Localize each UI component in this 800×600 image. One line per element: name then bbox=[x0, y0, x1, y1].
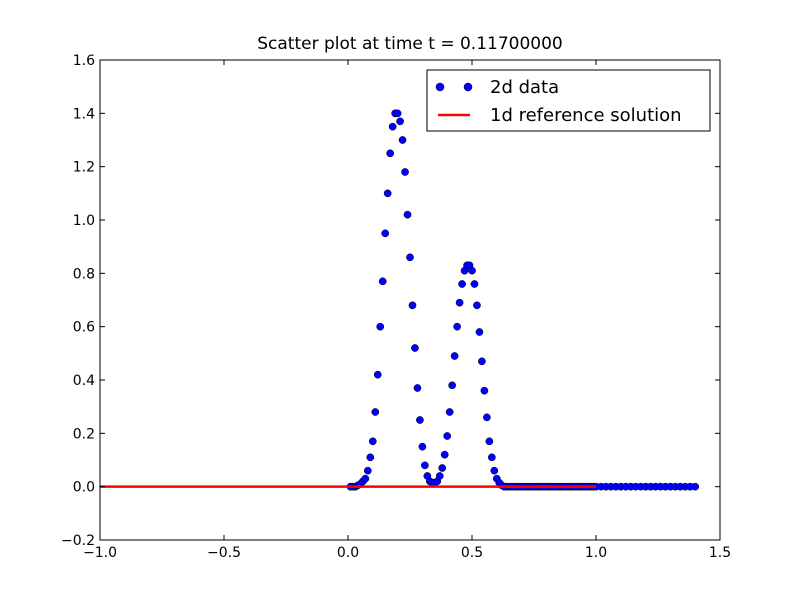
data-point bbox=[401, 168, 409, 176]
y-tick-label: 0.6 bbox=[73, 320, 95, 336]
data-point bbox=[443, 432, 452, 440]
data-point bbox=[480, 386, 489, 395]
axes-background bbox=[100, 60, 720, 540]
data-point bbox=[416, 416, 424, 424]
data-point bbox=[691, 482, 700, 491]
legend-label-2d-data: 2d data bbox=[490, 77, 559, 98]
data-point bbox=[386, 149, 395, 158]
y-tick-label: 1.2 bbox=[73, 160, 95, 176]
data-point bbox=[453, 322, 461, 331]
y-tick-label: 1.6 bbox=[73, 53, 95, 69]
data-point bbox=[483, 413, 491, 422]
data-point bbox=[458, 280, 466, 288]
data-point bbox=[381, 229, 390, 238]
data-point bbox=[485, 437, 494, 446]
y-tick-label: 1.4 bbox=[73, 106, 95, 122]
data-point bbox=[368, 437, 377, 446]
y-tick-label: 0.8 bbox=[73, 266, 95, 282]
y-tick-label: 1.0 bbox=[73, 213, 95, 229]
legend-box bbox=[426, 69, 711, 132]
data-point bbox=[473, 301, 481, 310]
data-point bbox=[396, 117, 404, 126]
x-tick-label: −0.5 bbox=[207, 545, 241, 561]
axes-frame bbox=[99, 59, 721, 541]
legend: 2d data 1d reference solution bbox=[426, 69, 711, 132]
x-tick-label: −1.0 bbox=[83, 545, 117, 561]
data-point bbox=[448, 381, 457, 390]
plot-area: −1.0 −0.5 0.0 0.5 1.0 1.5 −0.2 0.0 0.2 0.4 0.6 0.8 1… bbox=[61, 53, 731, 561]
data-point bbox=[455, 298, 464, 307]
data-point bbox=[487, 453, 496, 462]
data-point bbox=[378, 277, 387, 286]
data-point bbox=[363, 466, 372, 475]
x-tick-label: 1.0 bbox=[585, 545, 607, 561]
data-point bbox=[435, 472, 444, 480]
data-point bbox=[393, 109, 402, 118]
legend-marker-2d-data bbox=[463, 82, 473, 92]
series-layer bbox=[100, 109, 700, 491]
y-tick-label: 0.0 bbox=[73, 480, 95, 496]
data-point bbox=[361, 474, 370, 483]
data-point bbox=[371, 408, 380, 416]
data-point bbox=[438, 464, 447, 472]
data-point bbox=[418, 442, 427, 451]
y-tick-label: 0.2 bbox=[73, 426, 95, 442]
data-point bbox=[406, 253, 414, 262]
data-point bbox=[421, 461, 429, 470]
data-point bbox=[366, 453, 375, 462]
legend-label-1d-reference: 1d reference solution bbox=[490, 105, 682, 126]
x-tick-label: 0.0 bbox=[337, 545, 359, 561]
data-point bbox=[450, 352, 459, 360]
y-tick-label: 0.4 bbox=[73, 373, 95, 389]
data-point bbox=[388, 122, 397, 131]
chart-title: Scatter plot at time t = 0.11700000 bbox=[257, 34, 563, 54]
data-point bbox=[376, 322, 385, 331]
data-point bbox=[470, 280, 479, 288]
data-point bbox=[398, 136, 407, 144]
data-point bbox=[373, 370, 382, 379]
data-point bbox=[413, 384, 422, 392]
data-point bbox=[490, 466, 499, 475]
ticks-layer: −1.0 −0.5 0.0 0.5 1.0 1.5 −0.2 0.0 0.2 0.4 0.6 0.8 1… bbox=[61, 53, 731, 561]
data-point bbox=[440, 450, 449, 459]
data-point bbox=[445, 408, 454, 416]
data-point bbox=[411, 344, 419, 352]
data-point bbox=[408, 301, 417, 310]
x-tick-label: 1.5 bbox=[709, 545, 731, 561]
x-tick-label: 0.5 bbox=[461, 545, 483, 561]
data-point bbox=[468, 266, 476, 275]
y-tick-label: −0.2 bbox=[61, 533, 95, 549]
data-point bbox=[478, 357, 486, 366]
data-point bbox=[475, 328, 484, 336]
data-point bbox=[383, 189, 392, 198]
data-point bbox=[403, 210, 412, 219]
legend-marker-2d-data bbox=[435, 82, 445, 92]
